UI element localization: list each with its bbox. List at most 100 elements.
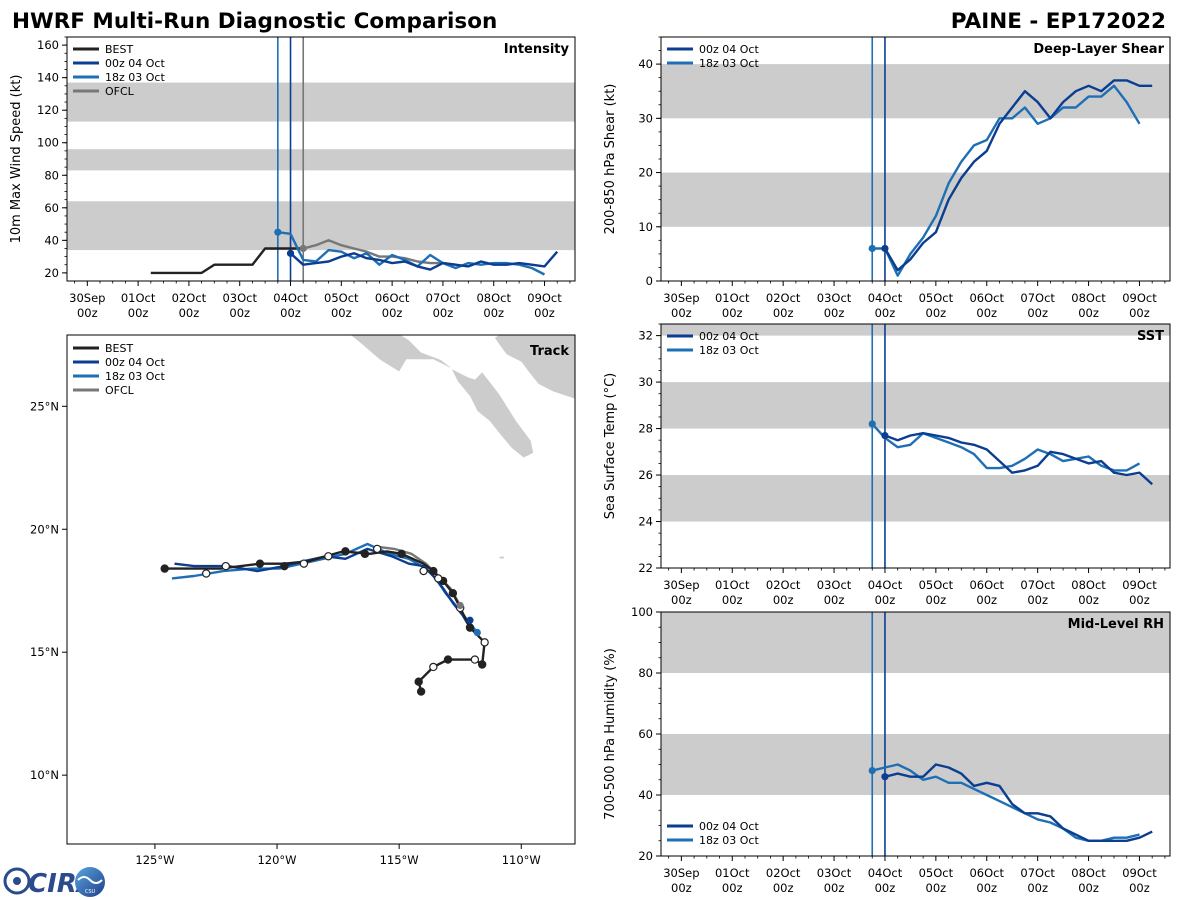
- track-init-marker-ofcl: [456, 601, 464, 610]
- intensity-panel: 2040608010012014016030Sep00z01Oct00z02Oc…: [9, 36, 576, 320]
- sst-xtick-label-day: 30Sep: [663, 578, 699, 592]
- rh-xtick-label-day: 30Sep: [663, 866, 699, 880]
- figure-title: HWRF Multi-Run Diagnostic Comparison: [12, 9, 497, 34]
- sst-xtick-label-hour: 00z: [875, 593, 896, 607]
- best-track-marker: [324, 552, 333, 561]
- intensity-xtick-label-day: 06Oct: [375, 291, 410, 305]
- shear-legend-label: 00z 04 Oct: [699, 43, 759, 56]
- sst-xtick-label-day: 07Oct: [1020, 578, 1055, 592]
- intensity-xtick-label-day: 07Oct: [426, 291, 461, 305]
- best-track-marker: [480, 638, 489, 647]
- sst-panel: 22242628303230Sep00z01Oct00z02Oct00z03Oc…: [603, 323, 1171, 607]
- best-track-marker: [465, 623, 475, 632]
- shear-series-run_00z: [883, 79, 1153, 272]
- track-xtick-label: 125°W: [135, 853, 174, 867]
- shear-ytick-label: 0: [646, 274, 653, 288]
- shear-xtick-label-day: 30Sep: [663, 291, 699, 305]
- sst-legend-label: 18z 03 Oct: [699, 344, 759, 357]
- shear-legend-label: 18z 03 Oct: [699, 57, 759, 70]
- intensity-title: Intensity: [504, 42, 570, 57]
- rh-xtick-label-hour: 00z: [926, 881, 947, 895]
- intensity-legend-label: OFCL: [105, 85, 135, 98]
- intensity-ytick-label: 80: [44, 168, 59, 182]
- shear-panel: 01020304030Sep00z01Oct00z02Oct00z03Oct00…: [603, 36, 1171, 320]
- intensity-xtick-label-day: 03Oct: [222, 291, 257, 305]
- rh-xtick-label-day: 09Oct: [1122, 866, 1157, 880]
- cira-logo-eye-icon: [13, 877, 21, 885]
- intensity-ytick-label: 60: [44, 201, 59, 215]
- rh-xtick-label-day: 02Oct: [766, 866, 801, 880]
- intensity-xtick-label-hour: 00z: [77, 306, 98, 320]
- shear-xtick-label-hour: 00z: [1078, 306, 1099, 320]
- sst-xtick-label-day: 09Oct: [1122, 578, 1157, 592]
- shear-init-marker-run_00z: [881, 244, 889, 253]
- track-ytick-label: 15°N: [30, 645, 59, 659]
- intensity-legend-label: 18z 03 Oct: [105, 71, 165, 84]
- shear-ylabel: 200-850 hPa Shear (kt): [603, 84, 618, 235]
- sst-ytick-label: 28: [638, 422, 653, 436]
- sst-ytick-label: 22: [638, 561, 653, 575]
- rh-ytick-label: 100: [631, 605, 653, 619]
- intensity-series-best: [150, 247, 304, 275]
- best-track-marker: [416, 687, 426, 696]
- rh-xtick-label-day: 08Oct: [1071, 866, 1106, 880]
- intensity-legend-label: 00z 04 Oct: [105, 57, 165, 70]
- csu-globe-icon: [75, 867, 105, 897]
- sst-xtick-label-day: 05Oct: [919, 578, 954, 592]
- sst-band-1: [661, 382, 1170, 429]
- rh-ytick-label: 60: [638, 727, 653, 741]
- shear-xtick-label-hour: 00z: [824, 306, 845, 320]
- sst-ytick-label: 26: [638, 468, 653, 482]
- track-xtick-label: 115°W: [380, 853, 419, 867]
- shear-title: Deep-Layer Shear: [1033, 42, 1164, 57]
- intensity-xtick-label-hour: 00z: [534, 306, 555, 320]
- shear-ytick-label: 40: [638, 57, 653, 71]
- sst-xtick-label-day: 04Oct: [868, 578, 903, 592]
- best-track-marker: [414, 677, 423, 686]
- rh-xtick-label-hour: 00z: [875, 881, 896, 895]
- intensity-xtick-label-day: 04Oct: [273, 291, 308, 305]
- rh-xtick-label-hour: 00z: [1027, 881, 1048, 895]
- shear-xtick-label-day: 02Oct: [766, 291, 801, 305]
- sst-xtick-label-day: 02Oct: [766, 578, 801, 592]
- sst-band-2: [661, 324, 1170, 336]
- best-track-marker: [280, 561, 289, 571]
- rh-xtick-label-day: 07Oct: [1020, 866, 1055, 880]
- best-track-marker: [470, 655, 480, 664]
- shear-xtick-label-hour: 00z: [773, 306, 794, 320]
- intensity-xtick-label-hour: 00z: [433, 306, 454, 320]
- rh-xtick-label-day: 01Oct: [715, 866, 750, 880]
- shear-xtick-label-hour: 00z: [722, 306, 743, 320]
- intensity-ytick-label: 20: [44, 266, 59, 280]
- best-track-marker: [434, 574, 443, 583]
- intensity-ytick-label: 160: [37, 38, 59, 52]
- shear-xtick-label-day: 05Oct: [919, 291, 954, 305]
- sst-init-marker-run_18z: [868, 420, 876, 428]
- rh-xtick-label-hour: 00z: [773, 881, 794, 895]
- sst-ytick-label: 32: [638, 329, 653, 343]
- track-init-marker-run_18z: [473, 628, 481, 637]
- sst-legend-label: 00z 04 Oct: [699, 330, 759, 343]
- best-track-marker: [202, 569, 211, 578]
- csu-globe-wave-icon: [77, 876, 103, 884]
- intensity-band-2: [67, 82, 575, 122]
- sst-init-marker-run_00z: [881, 431, 889, 440]
- best-track-marker: [419, 566, 428, 576]
- sst-ytick-label: 24: [638, 515, 653, 529]
- track-frame: [66, 334, 576, 845]
- rh-panel: 2040608010030Sep00z01Oct00z02Oct00z03Oct…: [603, 605, 1171, 895]
- intensity-xtick-label-hour: 00z: [179, 306, 200, 320]
- intensity-series-ofcl: [302, 239, 456, 266]
- best-track-marker: [160, 564, 169, 573]
- sst-xtick-label-hour: 00z: [926, 593, 947, 607]
- intensity-xtick-label-day: 05Oct: [324, 291, 359, 305]
- intensity-ytick-label: 140: [37, 71, 59, 85]
- rh-xtick-label-hour: 00z: [976, 881, 997, 895]
- intensity-series-run_00z: [289, 250, 559, 271]
- shear-xtick-label-day: 03Oct: [817, 291, 852, 305]
- csu-logo-text: CSU: [85, 889, 96, 895]
- best-track-marker: [255, 559, 265, 568]
- shear-xtick-label-day: 08Oct: [1071, 291, 1106, 305]
- track-ytick-label: 10°N: [30, 768, 59, 782]
- shear-ytick-label: 20: [638, 166, 653, 180]
